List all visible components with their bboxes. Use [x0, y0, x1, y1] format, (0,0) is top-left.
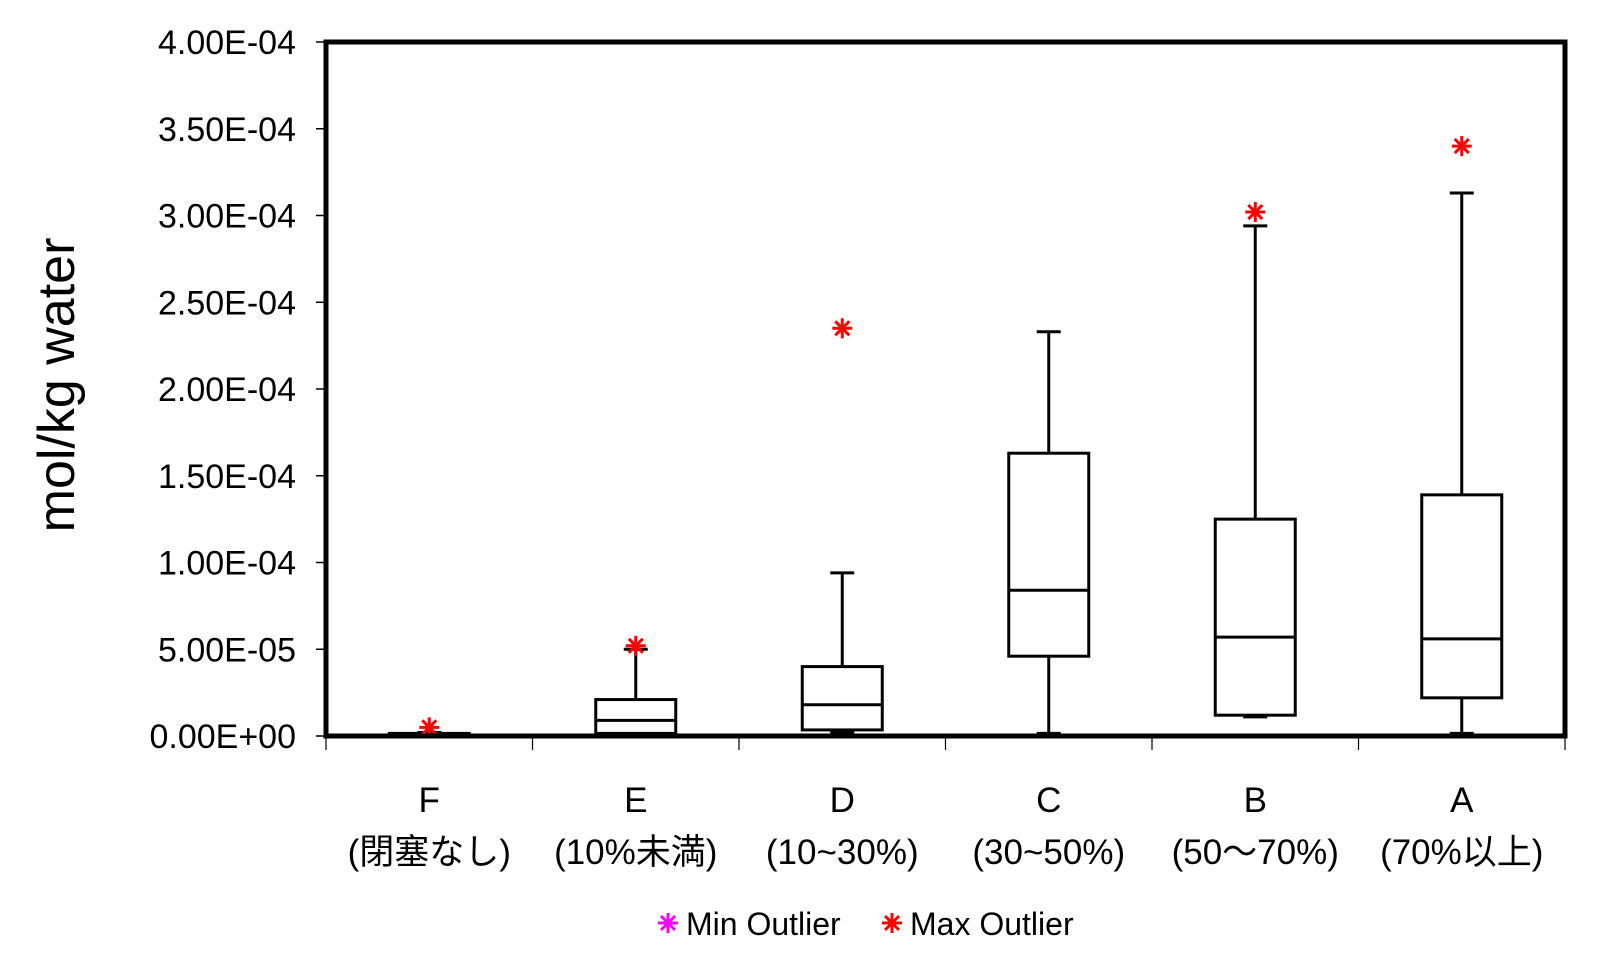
box-iqr — [1420, 493, 1504, 700]
category-range-label: (閉塞なし) — [348, 833, 511, 872]
y-tick-label: 4.00E-04 — [158, 24, 296, 62]
max-outlier-marker — [419, 717, 440, 738]
category-range-label: (10~30%) — [766, 833, 919, 872]
legend: Min Outlier Max Outlier — [658, 906, 1074, 942]
category-code-label: A — [1450, 781, 1474, 820]
max-outlier-marker — [1451, 136, 1472, 157]
max-outlier-marker — [1245, 202, 1266, 223]
y-tick-label: 2.00E-04 — [158, 371, 296, 409]
box-iqr — [1007, 451, 1091, 658]
category-code-label: B — [1244, 781, 1267, 820]
y-axis-title: mol/kg water — [28, 238, 86, 533]
legend-label: Max Outlier — [910, 906, 1074, 942]
box-E — [594, 635, 678, 736]
box-A — [1420, 136, 1504, 735]
max-outlier-legend-icon — [882, 913, 902, 933]
legend-item: Min Outlier — [658, 906, 841, 942]
box-iqr — [1213, 517, 1297, 717]
y-axis-title-group: mol/kg water — [28, 238, 86, 533]
x-axis-labels: F (閉塞なし) E (10%未満) D (10~30%) C (30~50%) B (50〜70… — [348, 781, 1544, 872]
y-tick-label: 3.50E-04 — [158, 111, 296, 149]
box-B — [1213, 202, 1297, 719]
min-outlier-legend-icon — [658, 913, 678, 933]
box-D — [800, 318, 884, 735]
y-tick-label: 1.50E-04 — [158, 458, 296, 496]
y-tick-label: 1.00E-04 — [158, 545, 296, 583]
category-code-label: D — [830, 781, 855, 820]
y-tick-label: 5.00E-05 — [158, 631, 296, 669]
box-iqr — [800, 665, 884, 732]
plot-area-frame — [323, 39, 1568, 739]
category-code-label: F — [419, 781, 440, 820]
y-tick-label: 2.50E-04 — [158, 284, 296, 322]
category-range-label: (70%以上) — [1380, 833, 1543, 872]
category-code-label: E — [624, 781, 647, 820]
legend-label: Min Outlier — [686, 906, 841, 942]
y-tick-label: 3.00E-04 — [158, 198, 296, 236]
legend-item: Max Outlier — [882, 906, 1074, 942]
y-tick-label: 0.00E+00 — [149, 718, 296, 756]
box-series — [387, 136, 1504, 738]
category-range-label: (50〜70%) — [1172, 833, 1339, 872]
category-range-label: (30~50%) — [972, 833, 1125, 872]
max-outlier-marker — [832, 318, 853, 339]
box-iqr — [594, 698, 678, 735]
category-code-label: C — [1036, 781, 1061, 820]
max-outlier-marker — [625, 635, 646, 656]
box-C — [1007, 330, 1091, 735]
y-axis-ticks: 0.00E+00 5.00E-05 1.00E-04 1.50E-04 2.00E-04… — [149, 24, 326, 756]
category-range-label: (10%未満) — [554, 833, 717, 872]
